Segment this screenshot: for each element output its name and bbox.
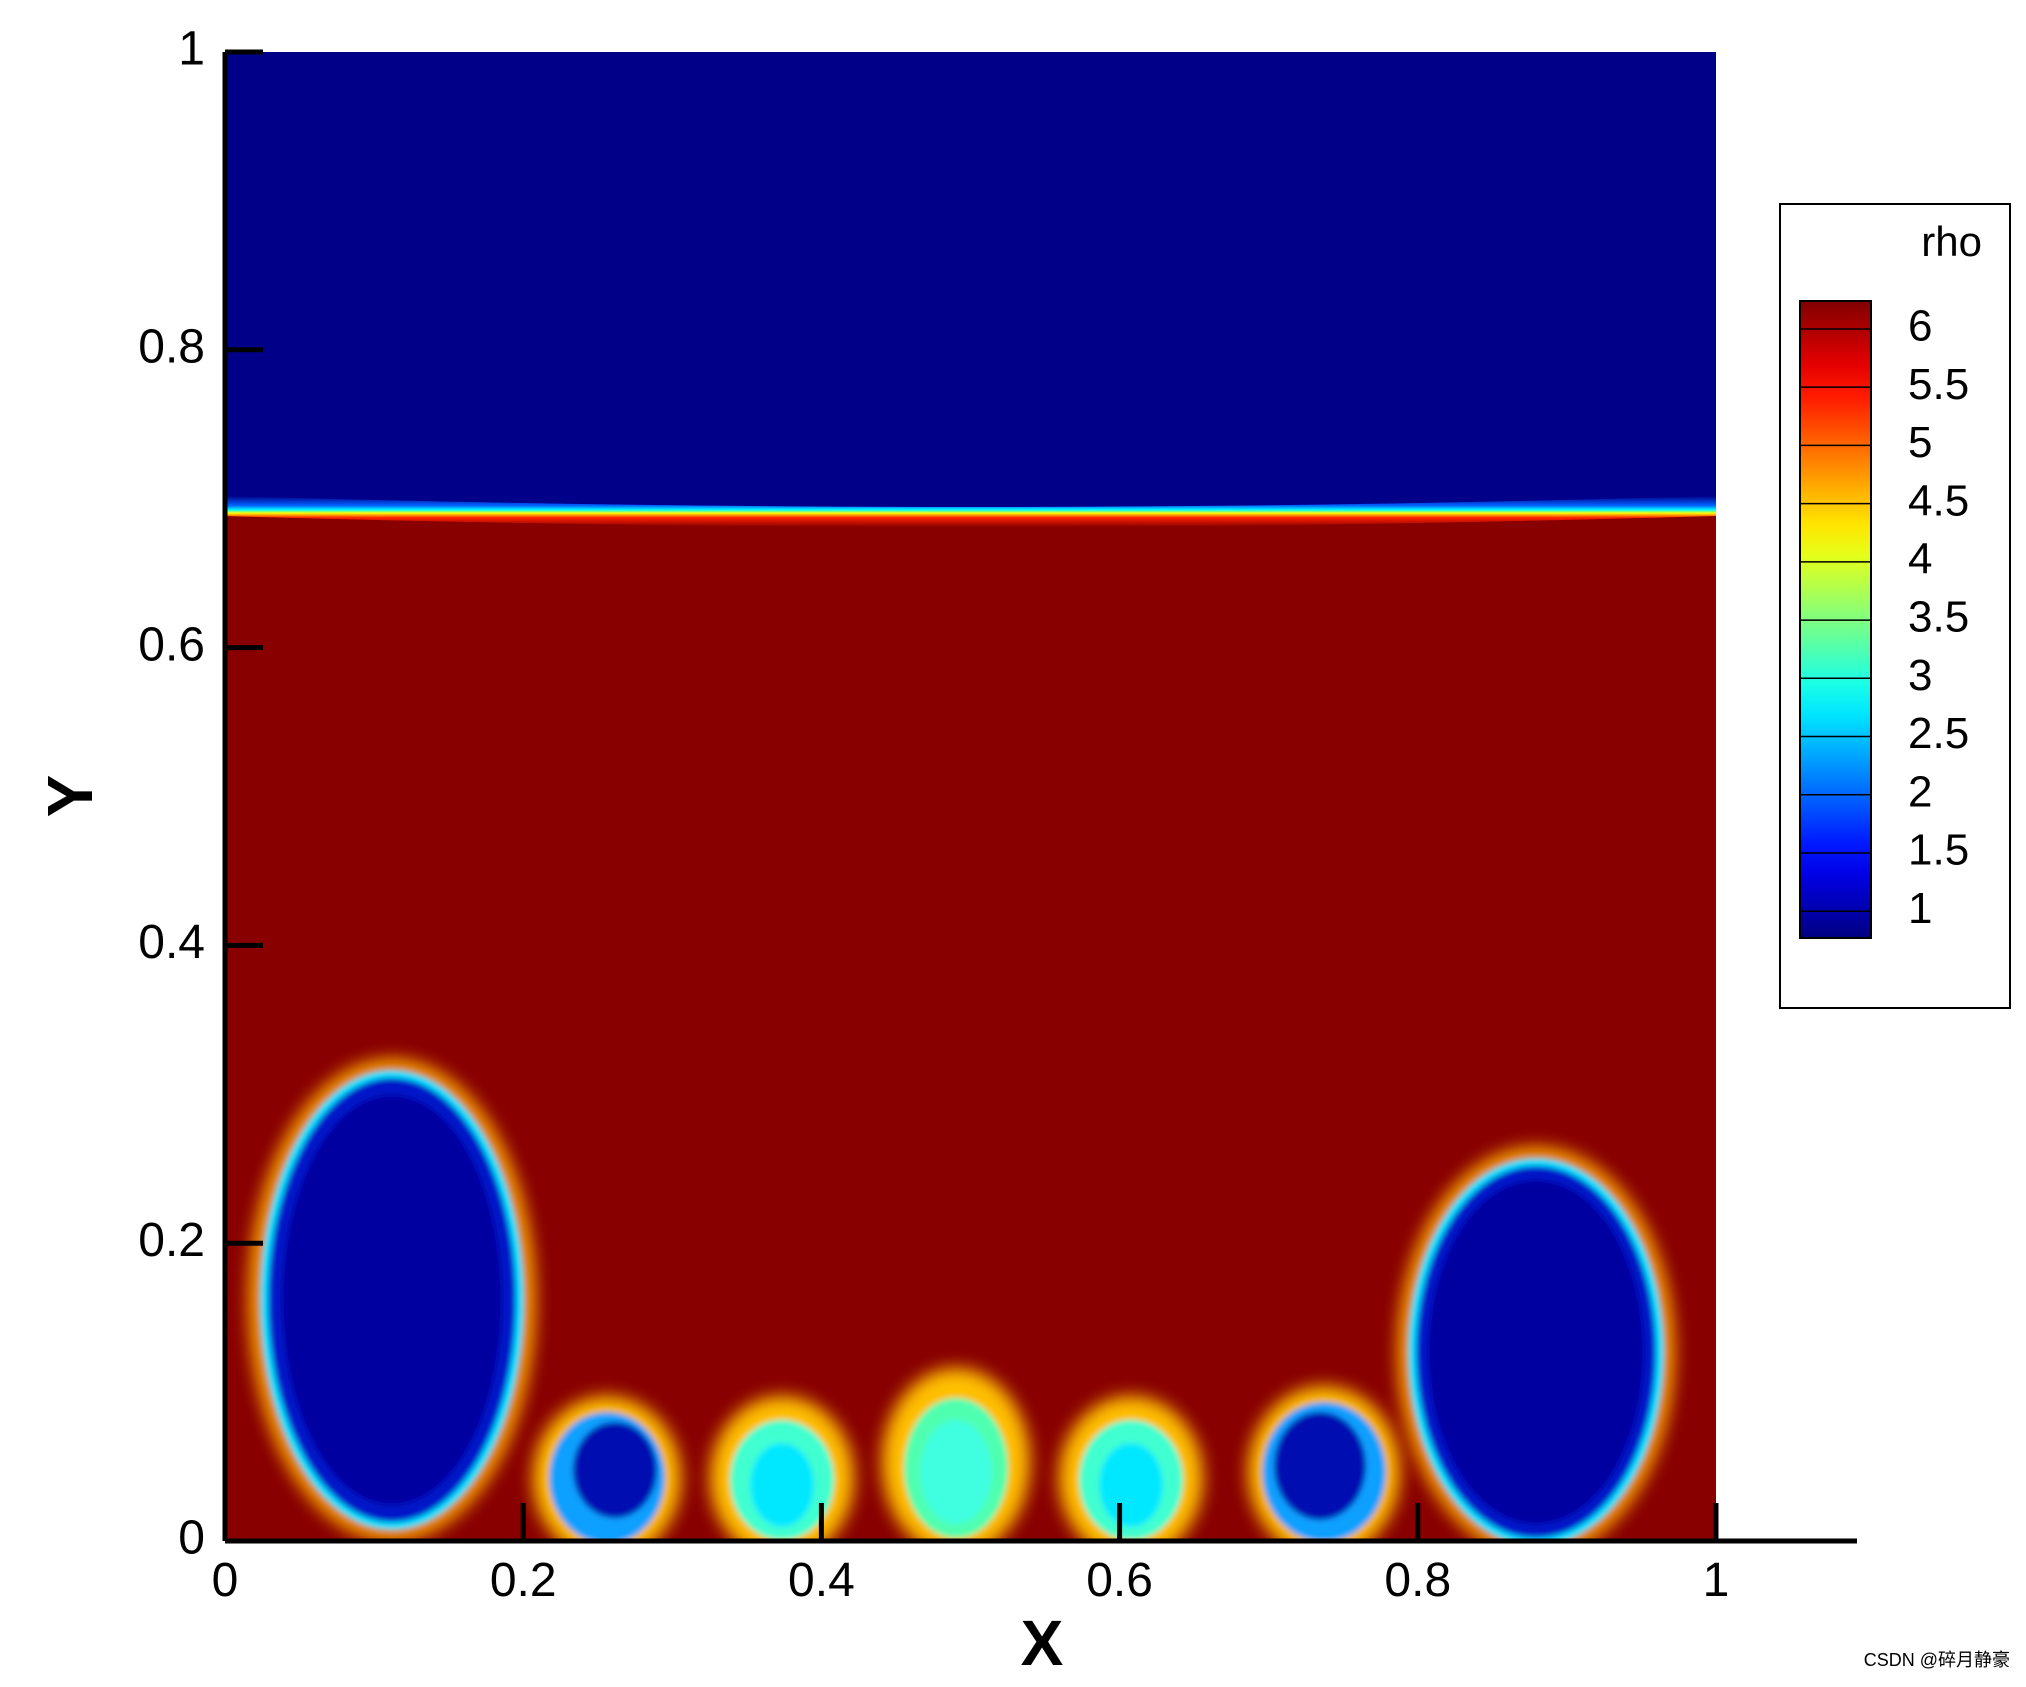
y-tick-label: 0.4 (138, 916, 205, 969)
colorbar-tick-label: 3 (1908, 651, 1932, 700)
x-tick-label: 0.8 (1384, 1554, 1451, 1607)
y-tick-label: 0 (178, 1512, 205, 1565)
field (225, 52, 1716, 1541)
watermark: CSDN @碎月静豪 (1864, 1650, 2010, 1670)
interface (225, 496, 1716, 527)
colorbar-tick-label: 4 (1908, 534, 1932, 583)
x-tick-label: 0.6 (1086, 1554, 1153, 1607)
x-tick-label: 0.2 (490, 1554, 557, 1607)
x-tick-label: 0.4 (788, 1554, 855, 1607)
y-tick-label: 0.6 (138, 618, 205, 671)
colorbar-tick-label: 1.5 (1908, 826, 1969, 875)
bubble (882, 1368, 1030, 1541)
y-tick-label: 0.2 (138, 1214, 205, 1267)
y-axis-title: Y (34, 775, 106, 818)
bubble (710, 1396, 854, 1541)
y-tick-label: 0.8 (138, 320, 205, 373)
light-fluid (225, 52, 1716, 517)
bubble (533, 1396, 681, 1541)
colorbar-tick-label: 5 (1908, 418, 1932, 467)
x-axis-title: X (1021, 1607, 1064, 1679)
x-tick-label: 0 (212, 1554, 239, 1607)
colorbar-tick-label: 1 (1908, 884, 1932, 933)
y-tick-label: 1 (178, 23, 205, 76)
colorbar-tick-label: 6 (1908, 302, 1932, 351)
bubble (1398, 1147, 1674, 1541)
colorbar-tick-label: 2.5 (1908, 709, 1969, 758)
colorbar-tick-label: 4.5 (1908, 476, 1969, 525)
colorbar-tick-label: 2 (1908, 767, 1932, 816)
colorbar-tick-label: 3.5 (1908, 593, 1969, 642)
bubble (1248, 1386, 1400, 1541)
bubble (249, 1059, 535, 1541)
colorbar-tick-label: 5.5 (1908, 360, 1969, 409)
colorbar-title: rho (1921, 218, 1982, 265)
x-tick-label: 1 (1703, 1554, 1730, 1607)
bubbles (249, 1059, 1674, 1541)
bubble (1059, 1396, 1203, 1541)
